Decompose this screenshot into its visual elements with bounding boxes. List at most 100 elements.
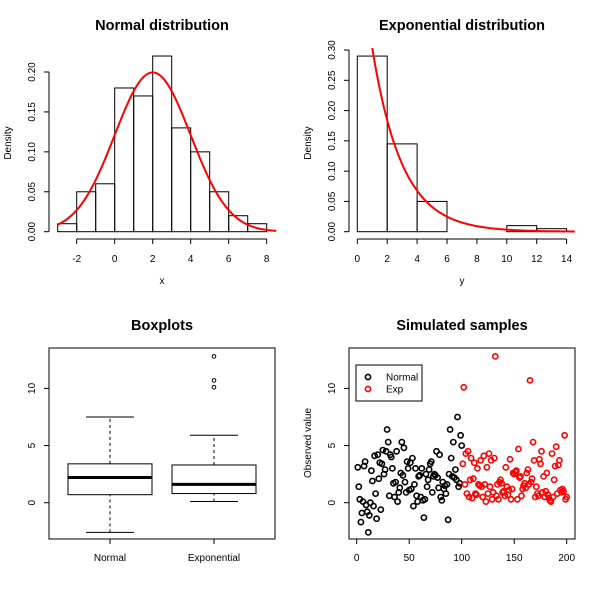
data-point	[458, 442, 466, 449]
data-point	[523, 469, 531, 477]
data-point	[377, 506, 385, 513]
x-tick-label: 12	[531, 254, 543, 265]
y-tick-label: 0.00	[27, 222, 38, 242]
data-point	[473, 464, 481, 472]
data-point	[383, 426, 391, 433]
panel-boxplots: Boxplots 0 5 10 Normal Exponential	[27, 318, 276, 564]
data-point	[548, 450, 556, 457]
data-point	[527, 478, 535, 486]
data-point	[466, 476, 474, 484]
data-point	[467, 454, 475, 462]
data-point	[488, 495, 496, 503]
data-point	[400, 444, 408, 452]
x-tick-label: 0	[355, 254, 361, 265]
x-tick-label: 2	[150, 254, 156, 265]
y-tick-label: 0.00	[327, 222, 338, 242]
data-point	[372, 490, 379, 497]
data-point	[385, 492, 393, 500]
data-point	[436, 451, 443, 459]
data-point	[530, 456, 538, 464]
panel-normal-histogram: Normal distribution 0.00 0.05 0.10 0.15 0.20 -…	[3, 18, 277, 287]
data-point	[443, 480, 451, 488]
data-point	[455, 483, 462, 491]
data-point	[381, 466, 389, 473]
histogram-bar	[209, 191, 230, 233]
data-point	[447, 454, 455, 462]
legend-label: Normal	[386, 373, 418, 384]
data-point	[537, 460, 544, 468]
series-normal	[354, 413, 466, 536]
data-point	[526, 376, 534, 384]
data-point	[490, 454, 498, 462]
y-tick-label: 0.20	[27, 62, 38, 82]
plot-frame	[48, 347, 276, 540]
data-point	[472, 491, 480, 499]
data-point	[404, 464, 412, 472]
outlier-point	[211, 384, 217, 390]
chart-title: Exponential distribution	[379, 18, 545, 34]
y-tick-label: 0.25	[327, 70, 338, 90]
density-curve	[371, 47, 575, 233]
data-point	[532, 483, 540, 491]
data-point	[551, 462, 559, 470]
data-point	[468, 494, 476, 502]
histogram-bar	[95, 183, 116, 233]
data-point	[394, 498, 401, 505]
data-point	[470, 459, 478, 467]
data-point	[535, 492, 542, 500]
x-tick-label: 6	[226, 254, 232, 265]
data-point	[484, 490, 492, 497]
data-point	[479, 493, 487, 501]
chart-title: Normal distribution	[95, 18, 229, 34]
data-point	[415, 472, 422, 480]
data-point	[518, 492, 525, 500]
data-point	[556, 456, 563, 464]
legend-marker	[364, 385, 372, 393]
data-point	[373, 515, 380, 523]
y-tick-label: 0.10	[327, 161, 338, 181]
y-tick-label: 0.20	[327, 100, 338, 120]
data-point	[514, 495, 521, 503]
iqr-box	[67, 463, 153, 496]
data-point	[469, 475, 477, 483]
data-point	[454, 413, 461, 421]
data-point	[563, 493, 571, 501]
y-tick-label: 0.15	[327, 131, 338, 151]
data-point	[388, 464, 396, 472]
histogram-bar	[190, 151, 211, 233]
data-point	[501, 492, 509, 500]
data-point	[422, 470, 430, 478]
data-point	[358, 509, 366, 517]
x-tick-label: Normal	[94, 553, 126, 564]
x-axis-label: x	[160, 276, 165, 287]
y-axis-label: Observed value	[303, 408, 314, 478]
data-point	[444, 516, 452, 524]
legend-label: Exp	[386, 385, 404, 396]
y-tick-label: 0.15	[27, 102, 38, 122]
data-point	[512, 467, 520, 475]
data-point	[497, 476, 504, 484]
x-tick-label: 4	[188, 254, 194, 265]
x-tick-label: 150	[506, 553, 523, 564]
data-point	[498, 479, 505, 487]
x-tick-label: 8	[474, 254, 480, 265]
data-point	[398, 438, 406, 446]
legend-marker	[364, 373, 372, 381]
data-point	[355, 483, 363, 491]
data-point	[486, 483, 494, 491]
x-tick-label: 0	[354, 553, 360, 564]
data-point	[364, 529, 372, 536]
y-tick-label: 0.05	[27, 182, 38, 202]
data-point	[418, 464, 426, 472]
boxplot-exponential	[171, 354, 257, 503]
data-point	[378, 460, 386, 468]
data-point	[544, 491, 552, 499]
data-point	[434, 474, 441, 481]
data-point	[449, 438, 457, 446]
data-point	[505, 486, 513, 494]
x-tick-label: -2	[72, 254, 81, 265]
data-point	[480, 452, 488, 460]
data-point	[374, 451, 382, 459]
